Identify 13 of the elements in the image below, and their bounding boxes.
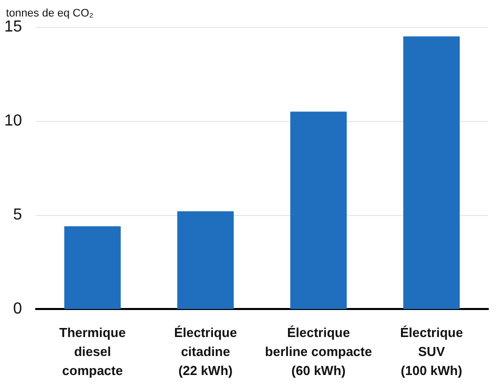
y-tick-label: 0: [13, 300, 22, 318]
x-tick-label: Thermique diesel compacte: [59, 325, 126, 378]
x-tick-label: Électrique citadine (22 kWh): [174, 325, 237, 378]
bar: [177, 211, 234, 309]
bar: [64, 226, 121, 309]
y-tick-label: 15: [4, 18, 22, 36]
y-tick-label: 10: [4, 112, 22, 130]
y-tick-label: 5: [13, 206, 22, 224]
x-tick-label: Électrique SUV (100 kWh): [400, 325, 463, 378]
bar: [403, 36, 460, 309]
x-tick-label: Électrique berline compacte (60 kWh): [265, 325, 372, 378]
y-axis-title: tonnes de eq CO₂: [6, 8, 94, 20]
bar: [290, 112, 347, 309]
